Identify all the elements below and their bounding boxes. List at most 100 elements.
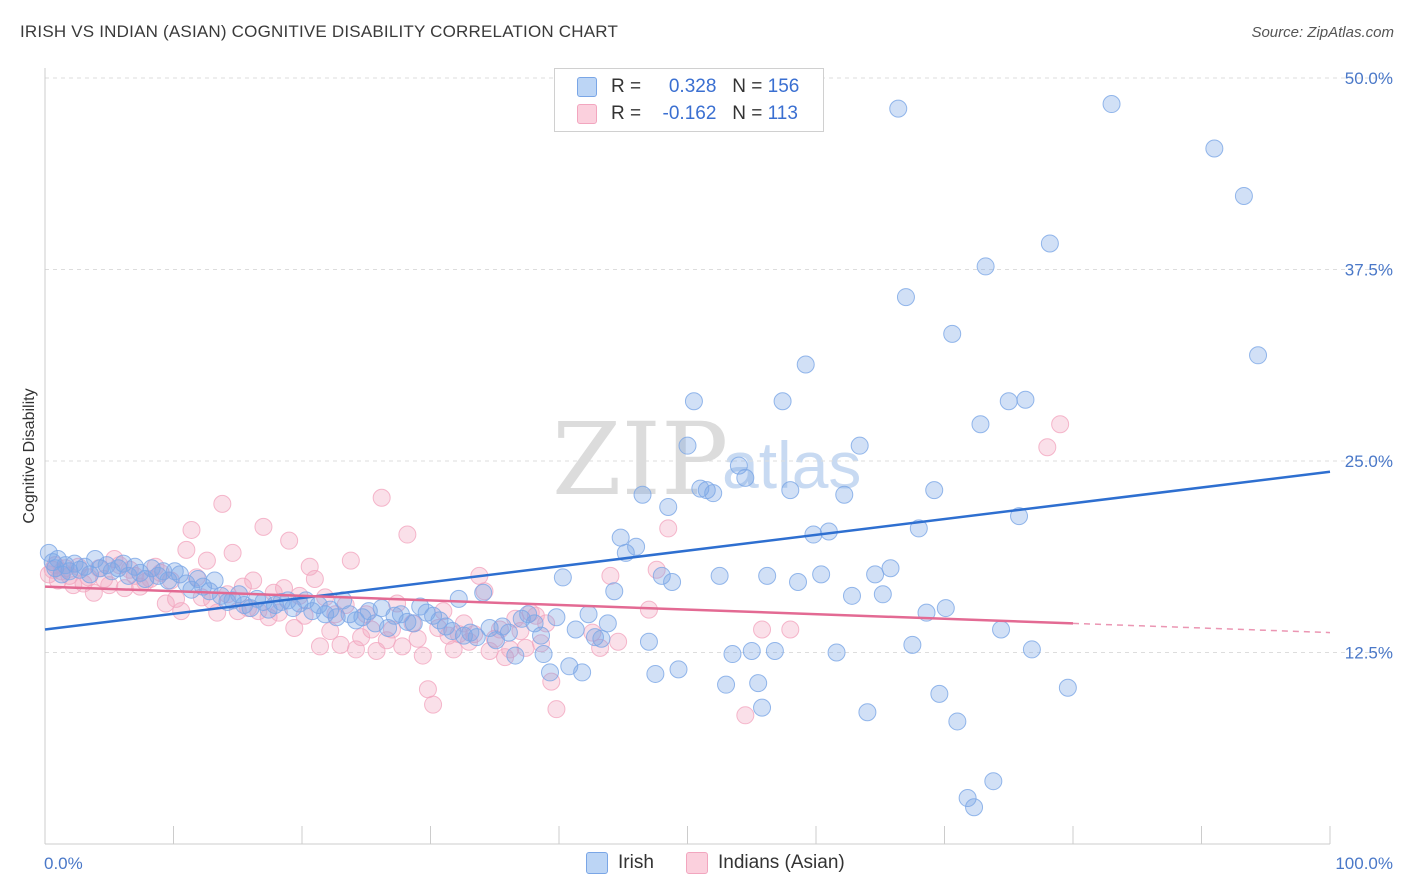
- n-label: N =: [732, 103, 763, 124]
- data-point: [205, 571, 224, 590]
- data-point: [213, 494, 232, 513]
- data-point: [534, 645, 553, 664]
- data-point: [1016, 390, 1035, 409]
- data-point: [903, 635, 922, 654]
- data-point: [310, 637, 329, 656]
- data-point: [827, 643, 846, 662]
- data-point: [352, 628, 371, 647]
- data-point: [418, 680, 437, 699]
- data-point: [710, 566, 729, 585]
- data-point: [1102, 95, 1121, 114]
- data-point: [474, 583, 493, 602]
- stats-legend-row-irish: R = 0.328 N = 156: [577, 75, 799, 99]
- data-point: [736, 706, 755, 725]
- data-point: [943, 324, 962, 343]
- data-point: [909, 519, 928, 538]
- data-point: [758, 566, 777, 585]
- data-point: [449, 589, 468, 608]
- gridlines: [45, 77, 1392, 653]
- data-point: [424, 606, 443, 625]
- data-point: [858, 703, 877, 722]
- legend-swatch-indians-asian: [686, 852, 708, 874]
- data-point: [254, 517, 273, 536]
- data-point: [835, 485, 854, 504]
- data-point: [948, 712, 967, 731]
- watermark: ZIP atlas: [552, 401, 861, 518]
- data-point: [873, 585, 892, 604]
- data-point: [965, 798, 984, 817]
- data-point: [541, 663, 560, 682]
- data-point: [936, 599, 955, 618]
- data-point: [647, 560, 666, 579]
- legend-label-indians-asian: Indians (Asian): [718, 852, 845, 873]
- data-point: [598, 614, 617, 633]
- data-point: [182, 580, 201, 599]
- chart-title: IRISH VS INDIAN (ASIAN) COGNITIVE DISABI…: [20, 22, 619, 41]
- trend-line-irish: [44, 470, 1331, 631]
- data-point: [663, 573, 682, 592]
- data-point: [669, 660, 688, 679]
- data-point: [999, 392, 1018, 411]
- data-point: [70, 560, 89, 579]
- legend-item-indians-asian[interactable]: Indians (Asian): [686, 852, 845, 874]
- data-point: [436, 617, 455, 636]
- data-point: [65, 554, 84, 573]
- r-label: R =: [611, 76, 642, 97]
- data-point: [611, 528, 630, 547]
- data-point: [413, 646, 432, 665]
- data-point: [971, 415, 990, 434]
- watermark-zip: ZIP: [552, 401, 728, 518]
- data-point: [467, 628, 486, 647]
- data-point: [765, 641, 784, 660]
- data-point: [165, 562, 184, 581]
- data-point: [341, 551, 360, 570]
- r-label: R =: [611, 103, 642, 124]
- series-legend: Irish Indians (Asian): [0, 852, 1406, 878]
- data-point: [781, 481, 800, 500]
- data-point: [443, 622, 462, 641]
- data-point: [553, 568, 572, 587]
- data-point: [1205, 139, 1224, 158]
- data-point: [573, 663, 592, 682]
- data-point: [976, 257, 995, 276]
- trend-lines: [44, 470, 1331, 634]
- data-point: [889, 99, 908, 118]
- data-point: [532, 626, 551, 645]
- data-point: [736, 468, 755, 487]
- y-axis-title: Cognitive Disability: [21, 388, 38, 523]
- data-point: [461, 623, 480, 642]
- data-point: [579, 605, 598, 624]
- data-point: [404, 614, 423, 633]
- data-point: [1249, 346, 1268, 365]
- data-point: [659, 519, 678, 538]
- data-point: [601, 566, 620, 585]
- data-point: [592, 629, 611, 648]
- data-point: [542, 672, 561, 691]
- data-point: [547, 608, 566, 627]
- data-point: [925, 481, 944, 500]
- data-point: [605, 582, 624, 601]
- data-point: [177, 540, 196, 559]
- n-value-irish: 156: [767, 76, 800, 97]
- data-point: [1058, 678, 1077, 697]
- legend-item-irish[interactable]: Irish: [586, 852, 654, 874]
- data-point: [753, 620, 772, 639]
- data-point: [519, 605, 538, 624]
- data-point: [372, 488, 391, 507]
- y-tick-labels: 12.5% 25.0% 37.5% 50.0%: [1345, 69, 1393, 663]
- data-point: [499, 623, 518, 642]
- data-point: [773, 392, 792, 411]
- data-point: [585, 628, 604, 647]
- y-tick-label: 25.0%: [1345, 452, 1393, 471]
- data-point: [1040, 234, 1059, 253]
- data-point: [156, 594, 175, 613]
- data-point: [850, 436, 869, 455]
- data-point: [408, 629, 427, 648]
- data-point: [532, 634, 551, 653]
- data-point: [285, 618, 304, 637]
- data-point: [678, 436, 697, 455]
- legend-swatch-indian: [577, 104, 597, 124]
- data-point: [992, 620, 1011, 639]
- data-point: [321, 600, 340, 619]
- series-indians-asian-points: [39, 415, 1070, 725]
